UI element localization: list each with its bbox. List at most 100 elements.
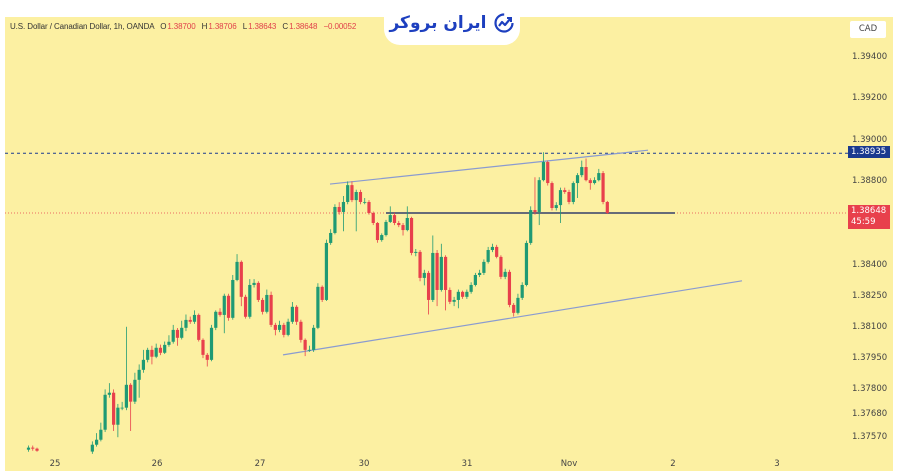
x-tick-label: 30 xyxy=(358,459,370,469)
candlestick-chart[interactable] xyxy=(5,17,893,471)
candle-body xyxy=(363,201,367,203)
x-tick-label: 31 xyxy=(461,459,473,469)
candle-body xyxy=(107,392,111,395)
x-tick-label: 3 xyxy=(774,459,780,469)
candle-body xyxy=(380,235,384,241)
candle-body xyxy=(597,173,601,181)
candle-body xyxy=(31,447,35,449)
last-price-badge: 1.38648 45:59 xyxy=(848,205,890,229)
currency-button[interactable]: CAD xyxy=(850,21,886,38)
candle-body xyxy=(529,210,533,243)
candle-body xyxy=(478,272,482,275)
candle-body xyxy=(235,261,239,280)
candle-body xyxy=(558,190,563,206)
y-tick-label: 1.39200 xyxy=(852,93,888,104)
candle-body xyxy=(490,246,495,251)
candle-body xyxy=(167,341,171,345)
candle-body xyxy=(248,284,252,317)
candle-body xyxy=(486,250,490,262)
candle-body xyxy=(588,180,592,184)
candle-body xyxy=(435,252,439,290)
candle-body xyxy=(197,314,201,340)
candle-body xyxy=(456,291,460,300)
candle-body xyxy=(367,201,371,213)
candle-body xyxy=(94,439,99,445)
candle-body xyxy=(295,306,299,322)
candle-body xyxy=(431,252,435,300)
candle-body xyxy=(405,217,409,231)
candle-body xyxy=(303,339,307,350)
candle-body xyxy=(120,407,124,409)
candle-body xyxy=(469,284,473,292)
candle-body xyxy=(392,215,397,223)
candle-body xyxy=(329,232,333,243)
candle-body xyxy=(601,173,605,202)
candle-body xyxy=(209,327,214,360)
candle-body xyxy=(175,329,180,338)
candle-body xyxy=(375,222,380,241)
candle-body xyxy=(541,162,546,181)
candle-body xyxy=(503,271,507,277)
candle-body xyxy=(584,167,588,181)
candle-body xyxy=(426,272,431,300)
candle-body xyxy=(495,246,499,257)
candle-body xyxy=(184,319,188,328)
candle-body xyxy=(26,447,31,450)
candle-body xyxy=(154,347,158,357)
low-value: 1.38643 xyxy=(248,22,277,31)
candle-body xyxy=(516,297,520,313)
candle-body xyxy=(129,384,133,402)
candle-body xyxy=(524,242,529,285)
candle-body xyxy=(324,242,329,300)
candle-body xyxy=(214,311,218,328)
candle-body xyxy=(605,201,609,213)
candle-body xyxy=(341,201,346,212)
candle-body xyxy=(124,384,128,408)
candle-body xyxy=(384,221,388,236)
logo-text: ایران بروکر xyxy=(389,12,487,33)
candle-body xyxy=(592,180,597,184)
y-tick-label: 1.39400 xyxy=(852,51,888,62)
candle-body xyxy=(201,339,205,355)
candle-body xyxy=(282,324,286,335)
candle-body xyxy=(575,175,580,184)
x-tick-label: 25 xyxy=(49,459,61,469)
candle-body xyxy=(401,225,405,231)
candle-body xyxy=(146,349,150,360)
x-tick-label: 26 xyxy=(151,459,163,469)
x-tick-label: 2 xyxy=(670,459,676,469)
candle-body xyxy=(239,261,243,297)
candle-body xyxy=(137,369,141,380)
high-value: 1.38706 xyxy=(208,22,237,31)
candle-body xyxy=(260,299,265,312)
candle-body xyxy=(546,162,550,184)
candle-body xyxy=(461,291,465,297)
close-value: 1.38648 xyxy=(289,22,318,31)
candle-body xyxy=(269,294,273,325)
candle-body xyxy=(103,394,107,430)
candle-body xyxy=(231,279,235,318)
candle-body xyxy=(563,190,567,192)
candle-body xyxy=(273,324,277,330)
candle-body xyxy=(112,392,116,425)
candle-body xyxy=(473,274,477,285)
candle-body xyxy=(158,347,163,353)
close-label: C xyxy=(282,22,289,31)
last-price-value: 1.38648 xyxy=(851,206,887,216)
y-tick-label: 1.38100 xyxy=(852,321,888,332)
candle-body xyxy=(180,327,184,338)
marker-price-badge: 1.38935 xyxy=(848,146,890,159)
candle-body xyxy=(482,261,486,273)
open-value: 1.38700 xyxy=(167,22,196,31)
candle-body xyxy=(265,294,269,312)
chart-plot-area[interactable] xyxy=(5,17,893,471)
candle-body xyxy=(320,286,324,300)
high-label: H xyxy=(201,22,208,31)
candle-body xyxy=(414,251,418,253)
candle-body xyxy=(290,306,294,322)
y-tick-label: 1.38800 xyxy=(852,176,888,187)
candle-body xyxy=(163,344,167,353)
bar-countdown: 45:59 xyxy=(851,217,876,227)
candle-body xyxy=(316,286,320,328)
candle-body xyxy=(346,185,350,202)
